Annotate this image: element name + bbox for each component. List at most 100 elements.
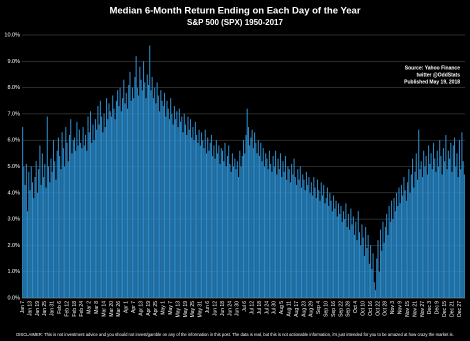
bar: [265, 153, 267, 298]
bar: [49, 182, 51, 298]
bar: [144, 82, 146, 298]
bar: [315, 198, 317, 298]
bar: [293, 158, 295, 298]
bar: [198, 129, 200, 298]
bar: [354, 234, 356, 298]
bar: [50, 158, 52, 298]
bar: [225, 166, 227, 298]
x-tick-label: Nov 3: [390, 301, 396, 314]
bar: [35, 161, 37, 298]
bar: [40, 184, 42, 298]
bar: [165, 116, 167, 298]
x-tick-label: May 25: [190, 301, 196, 318]
bar: [331, 211, 333, 298]
x-tick-label: May 19: [183, 301, 189, 318]
bar: [463, 174, 465, 298]
bar: [355, 221, 357, 298]
bar: [286, 179, 288, 298]
bar: [215, 140, 217, 298]
bar: [175, 119, 177, 298]
bar: [28, 171, 30, 298]
bar: [120, 111, 122, 299]
bar: [451, 171, 453, 298]
bar: [99, 100, 101, 298]
x-tick-label: Jan 19: [35, 301, 41, 316]
bar: [436, 150, 438, 298]
bar: [242, 140, 245, 298]
bar: [402, 195, 404, 298]
bar: [405, 200, 407, 298]
bar: [358, 232, 361, 298]
bar: [404, 190, 406, 298]
bar: [442, 148, 444, 298]
bar: [231, 153, 233, 298]
bar: [241, 155, 243, 298]
bar: [96, 129, 98, 298]
bar: [196, 134, 198, 298]
bar: [283, 171, 285, 298]
x-tick-label: Nov 9: [398, 301, 404, 314]
bar: [334, 208, 336, 298]
bar: [462, 161, 464, 298]
bar: [177, 127, 179, 298]
bar: [252, 148, 254, 298]
x-tick-label: Nov 27: [420, 301, 426, 317]
bar: [81, 148, 83, 298]
bar: [125, 92, 127, 298]
bar: [373, 282, 375, 298]
bar: [134, 77, 136, 298]
bar: [67, 161, 69, 298]
bar: [123, 79, 125, 299]
bar: [203, 148, 205, 298]
bar: [271, 171, 273, 298]
bar: [38, 169, 40, 298]
bar: [267, 169, 269, 298]
bar: [167, 108, 169, 298]
bar: [460, 169, 462, 298]
bar: [372, 253, 374, 298]
x-tick-label: Oct 28: [383, 301, 389, 316]
bar: [122, 98, 124, 299]
bar: [356, 240, 358, 298]
bar: [450, 142, 452, 298]
bar: [229, 163, 231, 298]
bar: [194, 121, 196, 298]
bar: [103, 113, 105, 299]
bar: [392, 219, 394, 298]
x-tick-label: May 31: [198, 301, 204, 318]
bar: [428, 145, 430, 298]
bar: [136, 87, 138, 298]
bar: [420, 161, 422, 298]
x-tick-label: Apr 7: [131, 301, 137, 313]
bar: [193, 140, 195, 298]
bar: [302, 174, 304, 298]
x-tick-label: Jan 25: [42, 301, 48, 316]
x-tick-label: Dec 3: [427, 301, 433, 314]
bar: [458, 140, 460, 298]
bar: [307, 184, 309, 298]
x-tick-label: Mar 14: [101, 301, 107, 317]
bar: [291, 163, 293, 298]
bar: [387, 234, 389, 298]
bar: [345, 203, 347, 298]
x-tick-label: Aug 23: [301, 301, 307, 317]
bar: [128, 84, 130, 298]
bar: [139, 66, 141, 298]
bar: [191, 137, 193, 298]
bar: [376, 258, 378, 298]
bar: [375, 290, 377, 298]
bar: [244, 153, 246, 298]
bar: [192, 127, 194, 298]
x-tick-label: Oct 16: [368, 301, 374, 316]
bar: [60, 169, 62, 298]
bar: [394, 211, 396, 298]
bar: [379, 229, 381, 298]
bar: [263, 166, 265, 298]
bar: [184, 124, 187, 298]
x-tick-label: Sep 28: [346, 301, 352, 317]
bar: [435, 171, 437, 298]
bar: [109, 111, 111, 299]
bar: [55, 179, 57, 298]
bar: [377, 240, 379, 298]
